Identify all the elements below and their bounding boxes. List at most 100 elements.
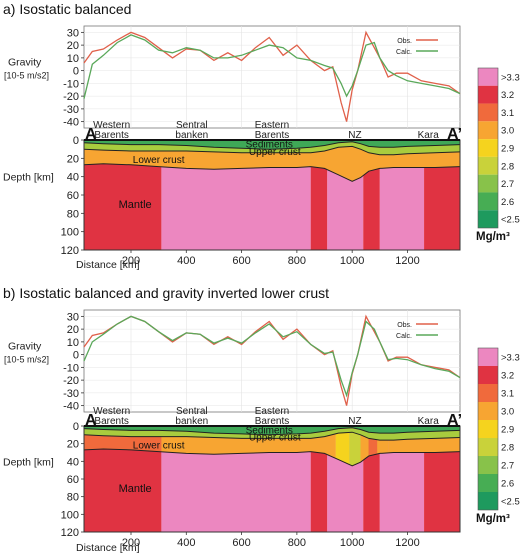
gravity-ylabel: Gravity [8,57,42,69]
lower-crust-block [388,437,460,453]
distance-tick-label: 800 [288,537,306,549]
colorbar-swatch [478,121,498,140]
region-label: Sentral [176,120,208,131]
distance-tick-label: 1200 [395,255,419,267]
colorbar-frame [477,67,499,229]
moho-boundary [84,448,460,467]
colorbar-unit: Mg/m³ [476,231,510,243]
lower-crust-block [335,432,350,465]
region-label: Barents [255,416,289,427]
colorbar-swatch [478,156,498,175]
colorbar-swatch [478,420,498,438]
distance-tick-label: 1200 [395,537,419,549]
colorbar-swatch [478,456,498,474]
panel-b: b) Isostatic balanced and gravity invert… [3,285,520,554]
colorbar-swatch [478,174,498,193]
sediment-layer [84,140,460,150]
section-layers [84,426,460,532]
lower-crust-block [349,432,361,466]
colorbar-label: 2.8 [501,161,514,172]
colorbar-label: 3.0 [501,407,514,418]
colorbar-label: <2.5 [501,497,520,508]
lower-crust-block [377,439,389,454]
upper-crust-boundary [84,145,460,156]
distance-tick-label: 400 [177,255,195,267]
upper-crust-label: Upper crust [249,147,301,158]
profile-start-label: A [85,412,97,429]
gravity-tick-label: 0 [73,350,79,362]
gravity-tick-label: -20 [63,91,79,103]
gravity-ylabel: Gravity [8,341,42,353]
gravity-series-obs [83,30,461,122]
region-label: Barents [94,130,128,141]
gravity-series-calc [83,315,461,398]
colorbar-swatch [478,492,498,510]
depth-tick-label: 120 [61,527,79,539]
lower-crust-label: Lower crust [133,440,185,451]
region-label: NZ [348,416,361,427]
colorbar-label: 2.9 [501,144,514,155]
lower-crust-label: Lower crust [133,155,185,166]
colorbar-label: 3.0 [501,126,514,137]
colorbar-unit: Mg/m³ [476,513,510,525]
mantle-label: Mantle [119,483,152,495]
depth-tick-label: 60 [67,190,79,202]
panel-title: b) Isostatic balanced and gravity invert… [3,285,329,301]
colorbar-label: 3.2 [501,90,514,101]
lower-crust-block [368,438,378,456]
depth-tick-label: 40 [67,456,79,468]
region-label: NZ [348,130,361,141]
depth-axis-label: Depth [km] [3,456,54,468]
distance-tick-label: 200 [122,537,140,549]
colorbar-label: 2.7 [501,179,514,190]
distance-tick-label: 600 [232,255,250,267]
region-label: Eastern [255,406,289,417]
colorbar-swatch [478,210,498,228]
distance-axis-label: Distance [km] [76,259,140,271]
profile-end-label: A’ [447,412,462,429]
lower-crust-block [84,146,460,182]
colorbar-label: 2.6 [501,479,514,490]
lower-crust-block [360,434,369,463]
gravity-tick-label: 30 [67,311,79,323]
colorbar-swatch [478,192,498,211]
sediments-label: Sediments [246,425,293,436]
region-label: Barents [94,416,128,427]
depth-tick-label: 80 [67,492,79,504]
colorbar-swatch [478,103,498,122]
gravity-tick-label: -10 [63,78,79,90]
panel-title: a) Isostatic balanced [3,1,131,17]
colorbar-swatch [478,139,498,157]
depth-tick-label: 0 [73,421,79,433]
distance-tick-label: 1000 [340,537,364,549]
region-label: Kara [418,130,440,141]
distance-tick-label: 1000 [340,255,364,267]
distance-tick-label: 800 [288,255,306,267]
colorbar-label: 2.9 [501,425,514,436]
colorbar-label: 3.1 [501,108,514,119]
gravity-tick-label: 20 [67,40,79,52]
legend-label: Calc. [396,333,412,340]
section-layers [84,140,460,250]
profile-start-label: A [85,126,97,143]
legend-label: Obs. [397,322,412,329]
gravity-tick-label: -30 [63,104,79,116]
gravity-tick-label: 30 [67,27,79,39]
distance-tick-label: 600 [232,537,250,549]
gravity-ylabel-unit: [10-5 m/s2] [4,70,49,80]
region-label: Western [93,120,130,131]
panel-a: a) Isostatic balanced3020100-10-20-30-40… [3,1,520,271]
colorbar-swatch [478,384,498,402]
region-label: banken [175,416,208,427]
depth-tick-label: 100 [61,227,79,239]
depth-tick-label: 40 [67,172,79,184]
colorbar-label: 2.8 [501,443,514,454]
moho-boundary [84,163,460,182]
colorbar-label: 3.1 [501,389,514,400]
colorbar-label: 2.7 [501,461,514,472]
depth-tick-label: 100 [61,509,79,521]
colorbar-label: 2.6 [501,197,514,208]
gravity-tick-label: 0 [73,66,79,78]
sediments-label: Sediments [246,140,293,151]
